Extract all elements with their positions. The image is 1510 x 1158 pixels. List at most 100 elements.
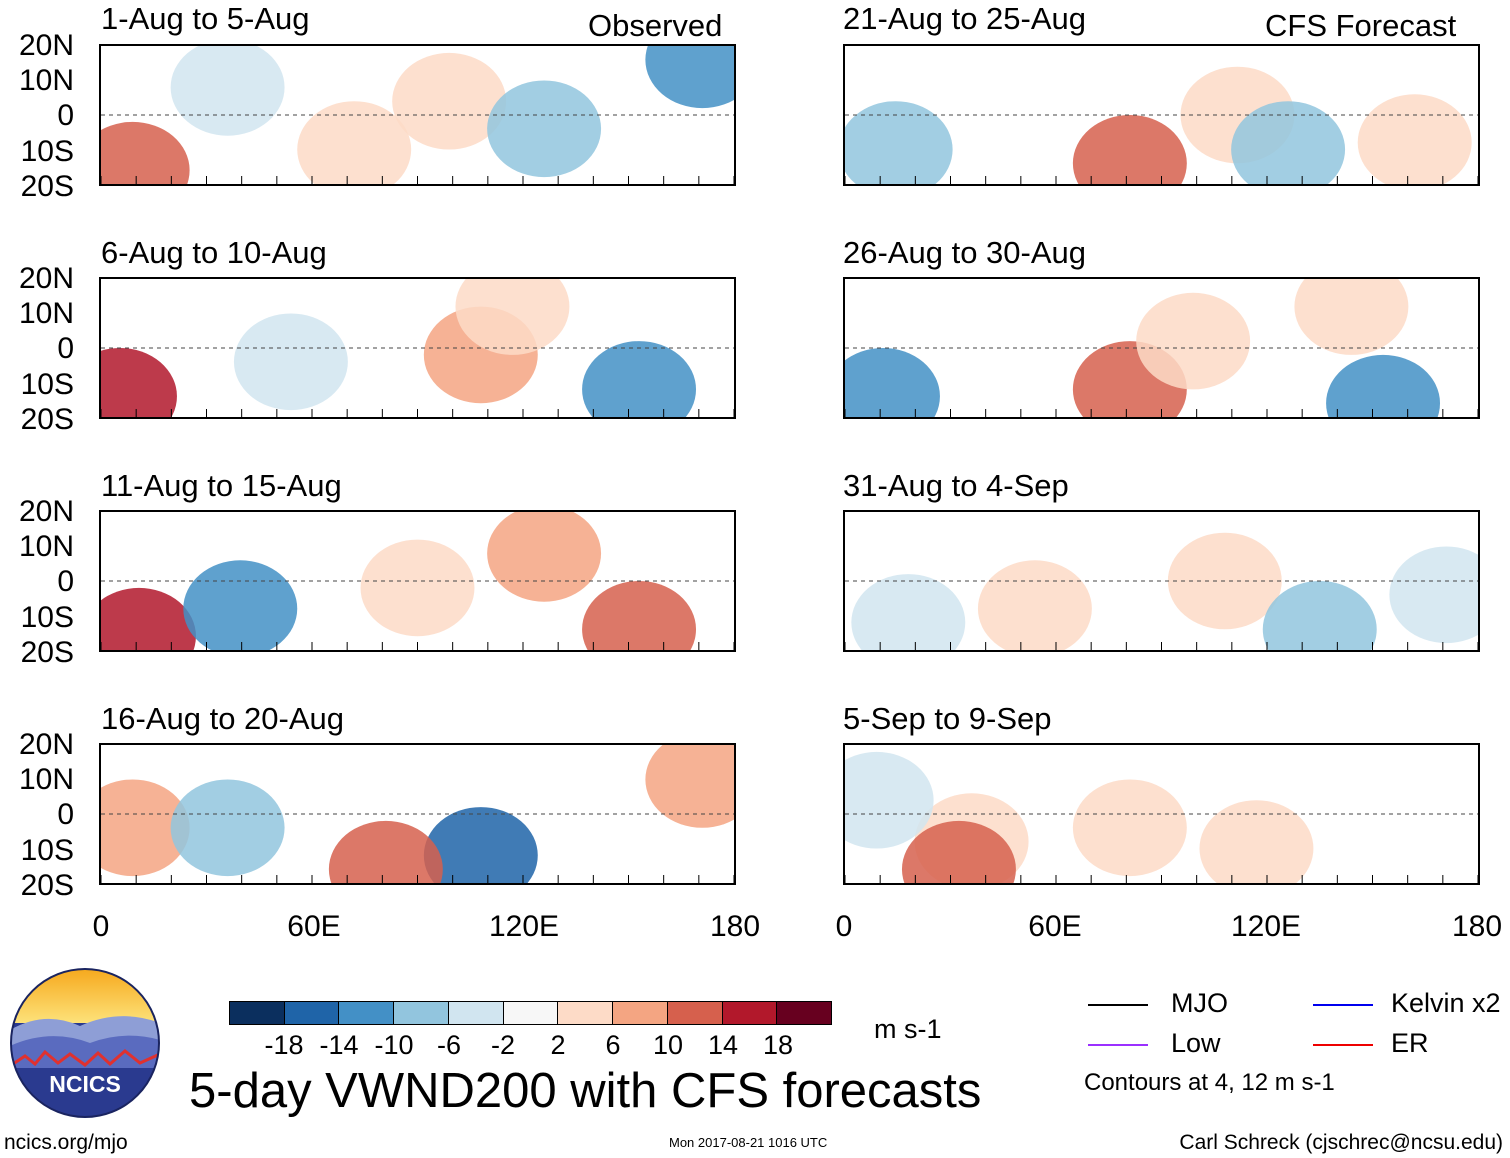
anomaly-shading: [170, 46, 285, 136]
legend-line-mjo: [1088, 1004, 1148, 1006]
anomaly-shading: [101, 348, 177, 417]
anomaly-shading: [423, 807, 538, 883]
footer-url: ncics.org/mjo: [4, 1131, 128, 1154]
colorbar: [229, 1001, 832, 1025]
anomaly-shading: [233, 313, 348, 411]
colorbar-box: [339, 1002, 395, 1024]
colorbar-box: [284, 1002, 340, 1024]
panel-title-3: 11-Aug to 15-Aug: [101, 468, 342, 503]
anomaly-field: [845, 279, 1478, 417]
anomaly-shading: [845, 101, 953, 184]
lat-label: 10N: [18, 763, 74, 796]
lat-label: 10S: [20, 834, 74, 867]
colorbar-tick: 10: [652, 1030, 684, 1060]
lat-label: 20S: [20, 636, 74, 669]
legend-label-low: Low: [1171, 1028, 1221, 1058]
anomaly-shading: [901, 820, 1016, 883]
colorbar-tick: -18: [264, 1030, 304, 1060]
colorbar-tick: -6: [436, 1030, 462, 1060]
lon-label: 120E: [1230, 910, 1302, 943]
anomaly-field: [845, 751, 1478, 883]
lat-label: 10S: [20, 601, 74, 634]
lat-label: 0: [57, 99, 74, 132]
lon-label: 60E: [1028, 910, 1082, 943]
anomaly-shading: [297, 101, 412, 184]
lat-label: 10S: [20, 135, 74, 168]
lat-label: 0: [57, 332, 74, 365]
colorbar-box: [230, 1002, 285, 1024]
anomaly-shading: [845, 751, 934, 849]
legend-line-er: [1313, 1044, 1373, 1046]
anomaly-field: [845, 532, 1478, 650]
lat-label: 0: [57, 798, 74, 831]
anomaly-field: [101, 512, 734, 650]
lat-label: 20S: [20, 403, 74, 436]
observed-label: Observed: [588, 8, 723, 43]
logo-text: NCICS: [49, 1071, 121, 1097]
anomaly-shading: [455, 279, 570, 355]
legend-line-low: [1088, 1044, 1148, 1046]
lat-label: 20S: [20, 170, 74, 203]
colorbar-units: m s-1: [874, 1014, 942, 1044]
colorbar-box: [722, 1002, 778, 1024]
anomaly-shading: [977, 560, 1092, 650]
lon-label: 60E: [287, 910, 341, 943]
legend-label-mjo: MJO: [1171, 988, 1228, 1018]
anomaly-shading: [392, 52, 507, 150]
lat-label: 20N: [18, 262, 74, 295]
colorbar-tick: 2: [550, 1030, 566, 1060]
anomaly-shading: [645, 46, 734, 109]
lat-label: 10N: [18, 64, 74, 97]
lat-label: 20N: [18, 29, 74, 62]
lat-label: 10S: [20, 368, 74, 401]
panel-title-8: 5-Sep to 9-Sep: [843, 701, 1052, 736]
panel-title-6: 26-Aug to 30-Aug: [843, 235, 1087, 270]
footer-timestamp: Mon 2017-08-21 1016 UTC: [669, 1135, 828, 1150]
map-panel-3: [99, 510, 736, 652]
anomaly-shading: [851, 574, 966, 650]
panel-title-5: 21-Aug to 25-Aug: [843, 1, 1087, 36]
ncics-logo: NCICS: [10, 968, 160, 1118]
colorbar-box: [667, 1002, 723, 1024]
colorbar-box: [613, 1002, 668, 1024]
map-panel-6: [843, 277, 1480, 419]
lon-label: 0: [835, 910, 853, 943]
anomaly-shading: [170, 779, 285, 877]
anomaly-shading: [645, 745, 734, 828]
lat-label: 10N: [18, 530, 74, 563]
footer-credit: Carl Schreck (cjschrec@ncsu.edu): [1179, 1131, 1503, 1154]
legend-label-er: ER: [1391, 1028, 1429, 1058]
colorbar-box: [394, 1002, 449, 1024]
lon-label: 180: [1451, 910, 1503, 943]
lat-label: 20N: [18, 728, 74, 761]
lat-label: 10N: [18, 297, 74, 330]
map-panel-8: [843, 743, 1480, 885]
panel-title-2: 6-Aug to 10-Aug: [101, 235, 327, 270]
map-panel-7: [843, 510, 1480, 652]
anomaly-field: [845, 66, 1478, 184]
anomaly-field: [101, 279, 734, 417]
colorbar-tick: 18: [762, 1030, 794, 1060]
anomaly-shading: [101, 587, 196, 650]
anomaly-shading: [487, 512, 602, 602]
anomaly-shading: [1294, 279, 1409, 355]
colorbar-tick: 6: [605, 1030, 621, 1060]
colorbar-tick: 14: [707, 1030, 739, 1060]
anomaly-shading: [1072, 779, 1187, 877]
anomaly-shading: [1136, 292, 1251, 390]
anomaly-shading: [1199, 800, 1314, 883]
colorbar-box: [558, 1002, 614, 1024]
map-panel-4: [99, 743, 736, 885]
lon-label: 120E: [488, 910, 560, 943]
anomaly-shading: [1262, 581, 1377, 650]
lat-label: 20N: [18, 495, 74, 528]
anomaly-field: [101, 46, 734, 184]
anomaly-shading: [101, 779, 190, 877]
anomaly-shading: [487, 80, 602, 178]
lon-label: 0: [92, 910, 110, 943]
lon-label: 180: [709, 910, 761, 943]
map-panel-1: [99, 44, 736, 186]
anomaly-shading: [1231, 101, 1346, 184]
colorbar-tick: -14: [319, 1030, 359, 1060]
anomaly-field: [101, 745, 734, 883]
